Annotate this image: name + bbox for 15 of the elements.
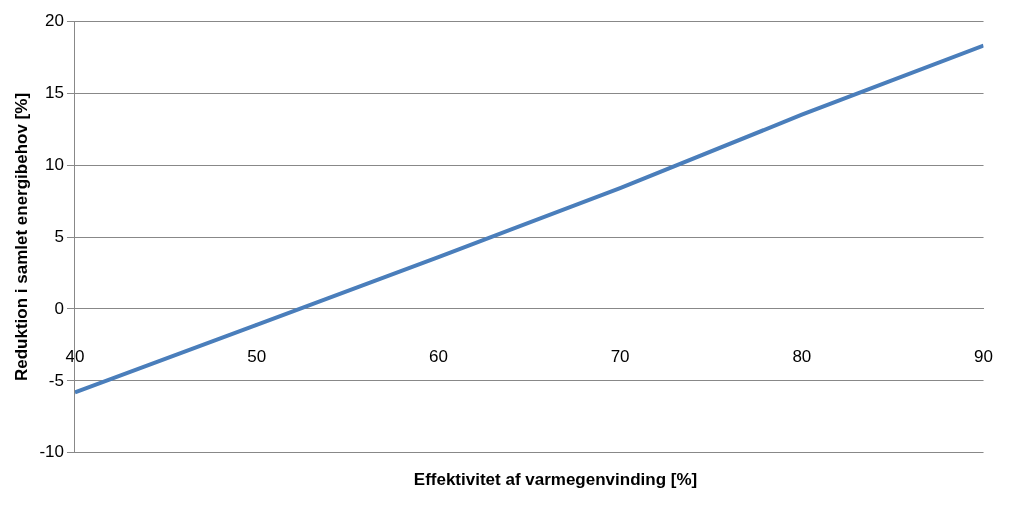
y-tick-label: 10 <box>45 154 64 174</box>
x-tick-label: 60 <box>428 346 448 366</box>
y-tick-label: 20 <box>45 10 64 30</box>
y-tick-label: 0 <box>54 298 64 318</box>
y-tick-label: 15 <box>45 82 64 102</box>
x-tick-label: 70 <box>610 346 630 366</box>
y-tick-label: 5 <box>54 226 64 246</box>
y-tick-label: -5 <box>48 370 64 390</box>
y-tick-label: -10 <box>39 442 64 462</box>
x-tick-label: 50 <box>247 346 267 366</box>
x-axis-title: Effektivitet af varmegenvinding [%] <box>412 470 699 490</box>
x-tick-label: 90 <box>974 346 994 366</box>
y-axis-title: Reduktion i samlet energibehov [%] <box>11 92 31 382</box>
x-tick-label: 40 <box>65 346 85 366</box>
x-tick-label: 80 <box>792 346 812 366</box>
